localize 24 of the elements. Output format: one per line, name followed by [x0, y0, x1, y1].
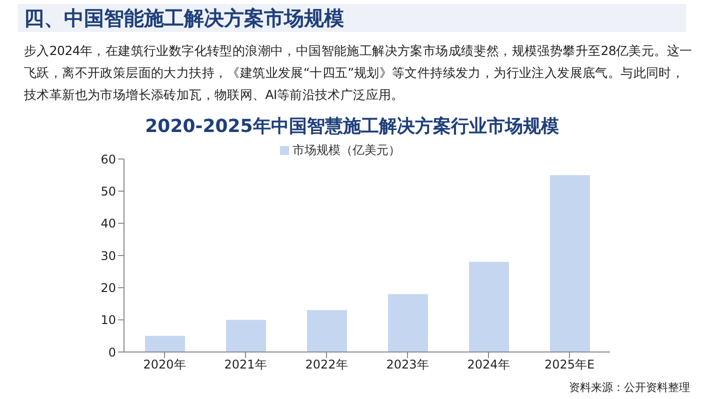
bar [388, 294, 428, 352]
bar [145, 336, 185, 352]
bar [307, 310, 347, 352]
x-tick-label: 2020年 [143, 358, 186, 372]
text: 资料来源：公开资料整理 [569, 380, 690, 395]
y-tick-label: 30 [100, 248, 116, 263]
chart-title: 2020-2025年中国智慧施工解决方案行业市场规模 [144, 115, 560, 138]
y-tick-label: 50 [100, 184, 116, 198]
x-tick-label: 2022年 [305, 358, 348, 372]
x-tick-label: 2021年 [224, 358, 267, 372]
legend-label: 市场规模（亿美元） [292, 143, 400, 157]
x-tick-label: 2024年 [467, 358, 510, 372]
bar [550, 175, 590, 352]
bar [226, 320, 266, 352]
y-tick-label: 40 [100, 216, 116, 231]
x-tick-label: 2023年 [386, 358, 429, 372]
x-tick-label: 2025年E [544, 358, 595, 372]
text: 四、中国智能施工解决方案市场规模 [18, 4, 686, 32]
y-tick-label: 0 [108, 345, 116, 360]
bar [469, 262, 509, 352]
y-tick-label: 60 [100, 152, 116, 166]
text: 步入2024年，在建筑行业数字化转型的浪潮中，中国智能施工解决方案市场成绩斐然，规模强势攀升至28亿美元。这一飞跃，离不开政策层面的大力扶持，《建筑业发展“十四五”规划》等文件持续发力，为行业注入发展底气。与此同时，技术革新也为市场增长添砖加瓦，物联网、AI等前沿技术广泛应用。 [24, 42, 694, 104]
y-tick-label: 10 [100, 313, 116, 328]
y-tick-label: 20 [100, 280, 116, 295]
